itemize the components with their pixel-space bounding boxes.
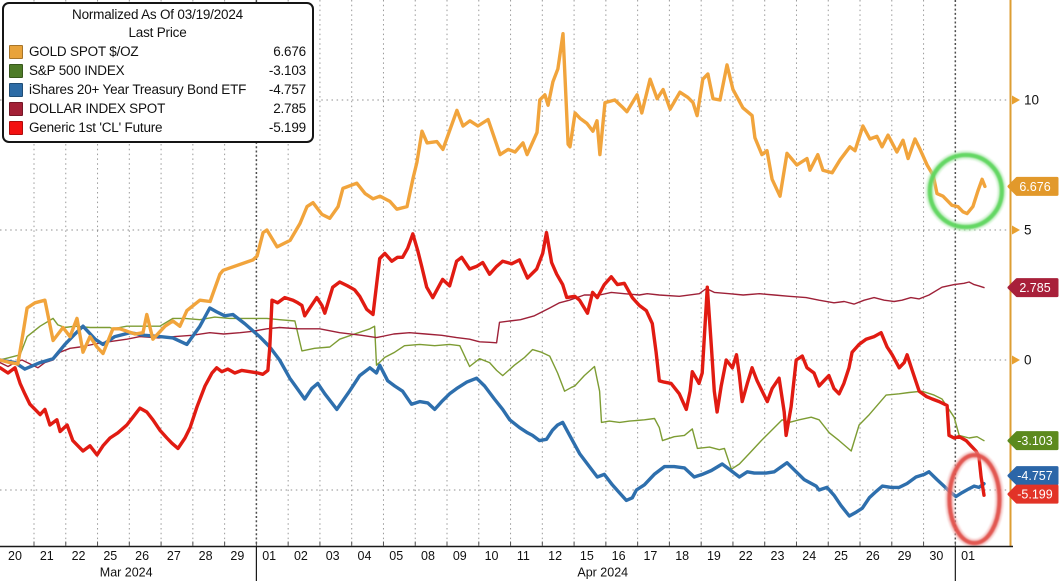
date-label: 23 (771, 549, 785, 563)
date-label: 27 (167, 549, 181, 563)
date-label: 11 (517, 549, 530, 563)
date-label: 01 (262, 549, 276, 563)
legend-rows: GOLD SPOT $/OZ 6.676 S&P 500 INDEX -3.103 iS… (9, 42, 306, 137)
date-label: 08 (421, 549, 435, 563)
last-price-badges: 6.676 2.785 -3.103 -4.757 -5.199 (1007, 176, 1059, 504)
legend-series-value: -5.199 (268, 120, 306, 135)
price-badge-value: -5.199 (1017, 488, 1052, 502)
date-label: 10 (485, 549, 499, 563)
date-label: 30 (929, 549, 943, 563)
date-label: 26 (135, 549, 149, 563)
horizontal-gridlines (0, 99, 1010, 491)
legend-series-label: Generic 1st 'CL' Future (29, 120, 163, 135)
date-label: 29 (230, 549, 244, 563)
series-line-tlt (0, 306, 986, 518)
price-badge--5.199: -5.199 (1007, 484, 1059, 504)
legend-series-value: -4.757 (268, 82, 306, 97)
series-color-swatch-gold (9, 44, 23, 59)
legend-row-sp500: S&P 500 INDEX -3.103 (9, 61, 306, 80)
series-line-gold (0, 32, 987, 366)
date-label: 22 (72, 549, 86, 563)
date-label: 02 (294, 549, 308, 563)
date-label: 22 (739, 549, 753, 563)
annotation-gold-dip-circle (927, 152, 1005, 230)
date-label: 25 (103, 549, 117, 563)
series-color-swatch-dxy (9, 101, 23, 116)
legend-row-wti: Generic 1st 'CL' Future -5.199 (9, 118, 306, 137)
date-label: 25 (834, 549, 848, 563)
legend-series-value: 2.785 (273, 101, 306, 116)
date-label: 09 (453, 549, 467, 563)
price-badge-value: 2.785 (1019, 281, 1050, 295)
annotations (925, 150, 1007, 548)
x-axis-ticks (33, 541, 956, 546)
y-tick-arrow-icon (1012, 355, 1020, 365)
price-badge-value: -4.757 (1017, 469, 1052, 483)
price-badge-2.785: 2.785 (1007, 278, 1059, 298)
legend: Normalized As Of 03/19/2024 Last Price G… (2, 2, 314, 143)
price-badge-6.676: 6.676 (1007, 176, 1059, 196)
legend-series-value: 6.676 (273, 44, 306, 59)
legend-subtitle: Last Price (128, 25, 187, 40)
date-label: 26 (866, 549, 880, 563)
y-tick-label: 5 (1024, 223, 1032, 238)
y-tick-label: 10 (1024, 93, 1039, 108)
y-tick-label: 0 (1024, 353, 1032, 368)
date-label: 05 (389, 549, 403, 563)
price-badge-value: 6.676 (1019, 180, 1050, 194)
legend-series-label: DOLLAR INDEX SPOT (29, 101, 166, 116)
series-line-wti (0, 230, 986, 497)
legend-row-gold: GOLD SPOT $/OZ 6.676 (9, 42, 306, 61)
y-tick-arrow-icon (1012, 225, 1020, 235)
month-label: Mar 2024 (100, 566, 153, 580)
month-label: Apr 2024 (577, 566, 628, 580)
price-badge--4.757: -4.757 (1007, 466, 1059, 486)
date-label: 24 (802, 549, 816, 563)
series-line-dxy (0, 281, 985, 369)
date-label: 28 (199, 549, 213, 563)
legend-series-label: GOLD SPOT $/OZ (29, 44, 139, 59)
price-badge-value: -3.103 (1017, 434, 1052, 448)
date-label: 04 (358, 549, 372, 563)
series-color-swatch-sp500 (9, 63, 23, 78)
date-label: 01 (961, 549, 975, 563)
legend-series-value: -3.103 (268, 63, 306, 78)
date-label: 20 (8, 549, 22, 563)
price-badge--3.103: -3.103 (1007, 431, 1059, 451)
date-label: 03 (326, 549, 340, 563)
legend-row-tlt: iShares 20+ Year Treasury Bond ETF -4.757 (9, 80, 306, 99)
date-label: 19 (707, 549, 721, 563)
date-label: 18 (675, 549, 689, 563)
y-axis-ticks: 10 5 0 (1012, 93, 1039, 368)
date-label: 21 (40, 549, 54, 563)
legend-title: Normalized As Of 03/19/2024 (72, 7, 243, 22)
series-color-swatch-wti (9, 120, 23, 135)
x-axis-labels: 20 21 22 25 26 27 28 29 01 02 03 04 05 08 09 10 11 12 15 16… (8, 549, 975, 580)
legend-series-label: iShares 20+ Year Treasury Bond ETF (29, 82, 247, 97)
date-label: 29 (898, 549, 912, 563)
legend-row-dxy: DOLLAR INDEX SPOT 2.785 (9, 99, 306, 118)
date-label: 17 (643, 549, 657, 563)
annotation-oil-plunge-ellipse (947, 452, 1002, 546)
date-label: 16 (612, 549, 626, 563)
series-color-swatch-tlt (9, 82, 23, 97)
series-lines (0, 32, 987, 518)
legend-series-label: S&P 500 INDEX (29, 63, 125, 78)
date-label: 12 (548, 549, 562, 563)
y-tick-arrow-icon (1012, 95, 1020, 105)
date-label: 15 (580, 549, 594, 563)
